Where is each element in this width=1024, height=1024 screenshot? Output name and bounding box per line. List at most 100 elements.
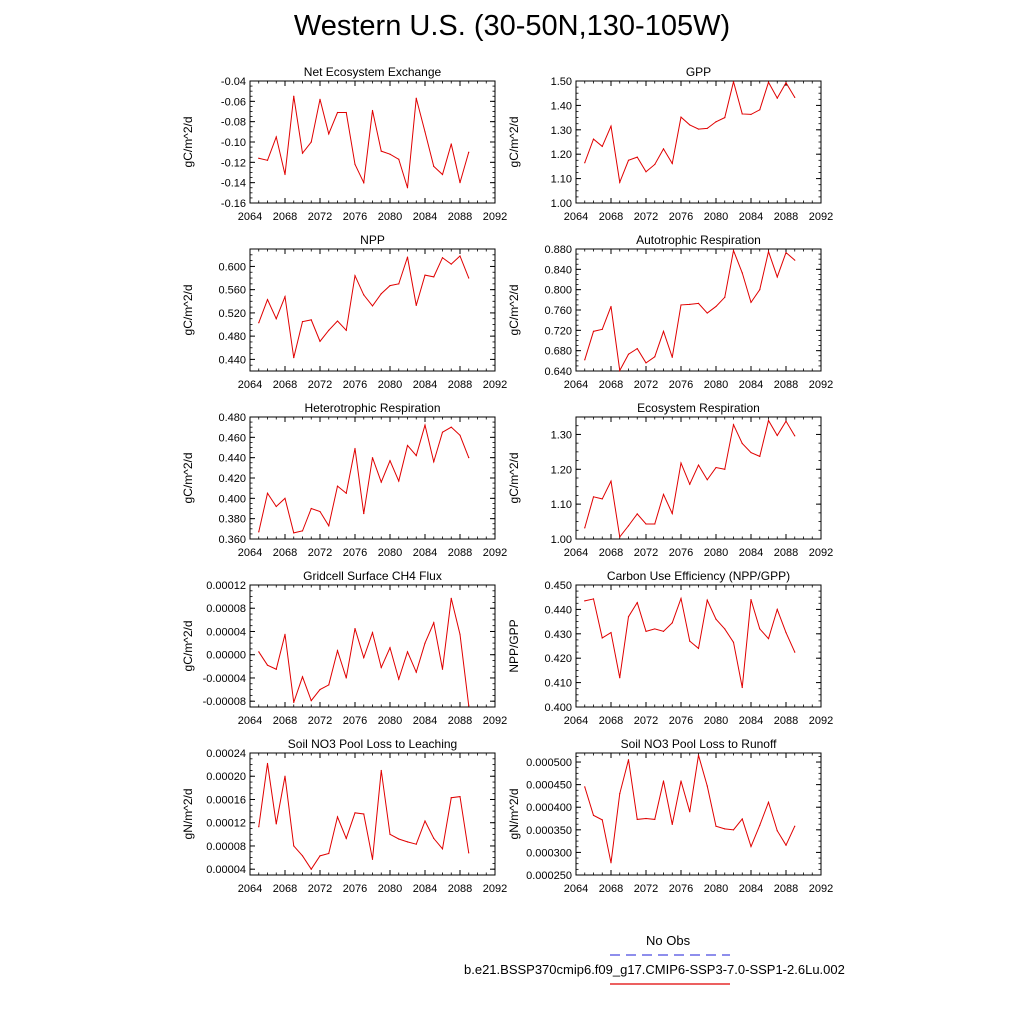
panel-net-ecosystem-exchange-ytick-label: -0.14 <box>221 178 246 190</box>
panel-soil-no3-pool-loss-to-runoff-ytick-label: 0.000250 <box>526 870 572 882</box>
panel-ecosystem-respiration-data-point <box>671 512 673 515</box>
panel-soil-no3-pool-loss-to-runoff-xtick-label: 2084 <box>739 883 763 895</box>
panel-soil-no3-pool-loss-to-runoff-data-point <box>724 828 726 830</box>
panel-net-ecosystem-exchange-xtick-label: 2084 <box>413 211 437 223</box>
panel-npp-data-point <box>354 275 356 277</box>
panel-gpp-data-point <box>689 124 691 126</box>
panel-gpp-data-point <box>759 109 761 111</box>
panel-soil-no3-pool-loss-to-runoff-ylabel: gN/m^2/d <box>507 789 521 840</box>
panel-gridcell-surface-ch4-flux-data-point <box>468 705 470 707</box>
panel-autotrophic-respiration-data-point <box>654 356 656 358</box>
panel-net-ecosystem-exchange-data-point <box>406 187 409 189</box>
panel-ecosystem-respiration-data-point <box>767 419 770 422</box>
panel-soil-no3-pool-loss-to-leaching-ytick-label: 0.00016 <box>206 794 246 806</box>
legend-model-line <box>610 983 730 985</box>
panel-gpp-xtick-label: 2072 <box>634 211 658 223</box>
panel-autotrophic-respiration-ytick-label: 0.720 <box>544 325 572 337</box>
panel-net-ecosystem-exchange-ytick-label: -0.10 <box>221 137 246 149</box>
panel-carbon-use-efficiency-npp-gpp-xtick-label: 2068 <box>599 715 623 727</box>
panel-carbon-use-efficiency-npp-gpp-series-line <box>584 596 796 688</box>
panel-ecosystem-respiration-frame <box>575 416 822 540</box>
panel-npp-xtick-label: 2088 <box>448 379 472 391</box>
panel-gpp-ytick-label: 1.10 <box>551 174 572 186</box>
panel-gridcell-surface-ch4-flux-ylabel: gC/m^2/d <box>181 621 195 672</box>
panel-soil-no3-pool-loss-to-runoff-data-point <box>592 814 595 816</box>
panel-gridcell-surface-ch4-flux-data-point <box>459 633 461 635</box>
panel-ecosystem-respiration-data-point <box>601 498 603 500</box>
panel-net-ecosystem-exchange-xtick-label: 2088 <box>448 211 472 223</box>
panel-npp-ytick-label: 0.440 <box>218 354 246 366</box>
panel-autotrophic-respiration-xtick-label: 2068 <box>599 379 623 391</box>
panel-soil-no3-pool-loss-to-leaching-xtick-label: 2068 <box>273 883 297 895</box>
panel-soil-no3-pool-loss-to-leaching-data-point <box>319 855 321 857</box>
panel-soil-no3-pool-loss-to-leaching-xtick-label: 2080 <box>378 883 402 895</box>
panel-soil-no3-pool-loss-to-leaching-data-point <box>336 816 339 818</box>
panel-soil-no3-pool-loss-to-runoff-data-point <box>601 819 603 821</box>
panel-soil-no3-pool-loss-to-runoff-data-point <box>750 845 752 848</box>
panel-net-ecosystem-exchange-data-point <box>266 159 269 161</box>
panel-net-ecosystem-exchange-frame <box>249 80 496 204</box>
panel-ecosystem-respiration-data-point <box>689 483 691 485</box>
panel-ecosystem-respiration-data-point <box>732 424 735 426</box>
panel-npp-data-point <box>345 329 347 331</box>
panel-carbon-use-efficiency-npp-gpp-data-point <box>785 631 787 634</box>
panel-soil-no3-pool-loss-to-leaching-data-point <box>398 838 400 840</box>
panel-heterotrophic-respiration-data-point <box>380 481 382 483</box>
panel-autotrophic-respiration-data-point <box>715 305 717 308</box>
panel-gridcell-surface-ch4-flux: Gridcell Surface CH4 Flux gC/m^2/d 2064 206… <box>181 569 507 727</box>
panel-npp-xtick-label: 2068 <box>273 379 297 391</box>
panel-autotrophic-respiration-data-point <box>785 251 787 254</box>
panel-npp-title: NPP <box>360 233 385 247</box>
panel-net-ecosystem-exchange-data-point <box>319 98 321 100</box>
panel-npp-data-point <box>328 329 330 331</box>
panel-soil-no3-pool-loss-to-runoff-xtick-label: 2092 <box>809 883 833 895</box>
panel-gridcell-surface-ch4-flux-ytick-label: 0.00004 <box>206 626 246 638</box>
panel-soil-no3-pool-loss-to-leaching-ytick-label: 0.00020 <box>206 771 246 783</box>
panel-autotrophic-respiration-ytick-label: 0.840 <box>544 264 572 276</box>
panel-autotrophic-respiration-data-point <box>794 259 796 261</box>
panel-carbon-use-efficiency-npp-gpp-xtick-label: 2072 <box>634 715 658 727</box>
panel-ecosystem-respiration-ylabel: gC/m^2/d <box>507 453 521 504</box>
panel-soil-no3-pool-loss-to-runoff-data-point <box>584 786 586 788</box>
panel-heterotrophic-respiration-series-line <box>258 423 470 534</box>
panel-soil-no3-pool-loss-to-runoff-data-point <box>680 780 682 782</box>
panel-net-ecosystem-exchange-data-point <box>415 97 417 99</box>
panel-heterotrophic-respiration-data-point <box>406 444 409 447</box>
panel-autotrophic-respiration-data-point <box>636 348 638 350</box>
panel-ecosystem-respiration-data-point <box>715 466 717 469</box>
panel-gpp-data-point <box>776 97 778 99</box>
panel-npp-data-point <box>450 263 452 265</box>
panel-soil-no3-pool-loss-to-leaching-data-point <box>459 795 461 798</box>
panel-soil-no3-pool-loss-to-leaching-data-point <box>266 762 269 765</box>
panel-autotrophic-respiration-data-point <box>689 303 691 306</box>
panel-soil-no3-pool-loss-to-runoff-data-point <box>741 818 743 820</box>
panel-gridcell-surface-ch4-flux-xtick-label: 2080 <box>378 715 402 727</box>
figure-title: Western U.S. (30-50N,130-105W) <box>293 10 731 42</box>
panel-soil-no3-pool-loss-to-runoff-xtick-label: 2076 <box>669 883 693 895</box>
panel-autotrophic-respiration-data-point <box>610 305 612 308</box>
panel-gridcell-surface-ch4-flux-series-line <box>258 598 470 706</box>
panel-heterotrophic-respiration-data-point <box>389 460 391 462</box>
panel-soil-no3-pool-loss-to-runoff-xtick-label: 2072 <box>634 883 658 895</box>
panel-soil-no3-pool-loss-to-runoff-data-point <box>767 801 770 803</box>
panel-ecosystem-respiration-data-point <box>627 525 630 527</box>
panel-carbon-use-efficiency-npp-gpp-data-point <box>706 599 708 601</box>
panel-heterotrophic-respiration-data-point <box>336 485 339 487</box>
panel-heterotrophic-respiration-xtick-label: 2088 <box>448 547 472 559</box>
panel-carbon-use-efficiency-npp-gpp-data-point <box>645 630 647 632</box>
panel-soil-no3-pool-loss-to-runoff-data-point <box>636 818 638 821</box>
panel-soil-no3-pool-loss-to-leaching-data-point <box>258 826 260 828</box>
panel-soil-no3-pool-loss-to-leaching-data-point <box>380 769 382 772</box>
panel-gpp-ytick-label: 1.50 <box>551 76 572 88</box>
panel-soil-no3-pool-loss-to-runoff-series-line <box>584 755 796 863</box>
panel-carbon-use-efficiency-npp-gpp-data-point <box>636 601 638 604</box>
panel-soil-no3-pool-loss-to-leaching-data-point <box>433 837 435 840</box>
panel-net-ecosystem-exchange-data-point <box>301 152 304 154</box>
panel-autotrophic-respiration-xtick-label: 2076 <box>669 379 693 391</box>
panel-soil-no3-pool-loss-to-runoff-xtick-label: 2088 <box>774 883 798 895</box>
panel-soil-no3-pool-loss-to-runoff-xtick-label: 2064 <box>564 883 588 895</box>
panel-soil-no3-pool-loss-to-runoff-data-point <box>706 785 708 787</box>
panel-heterotrophic-respiration-ytick-label: 0.480 <box>218 412 246 424</box>
panel-carbon-use-efficiency-npp-gpp-xtick-label: 2080 <box>704 715 728 727</box>
